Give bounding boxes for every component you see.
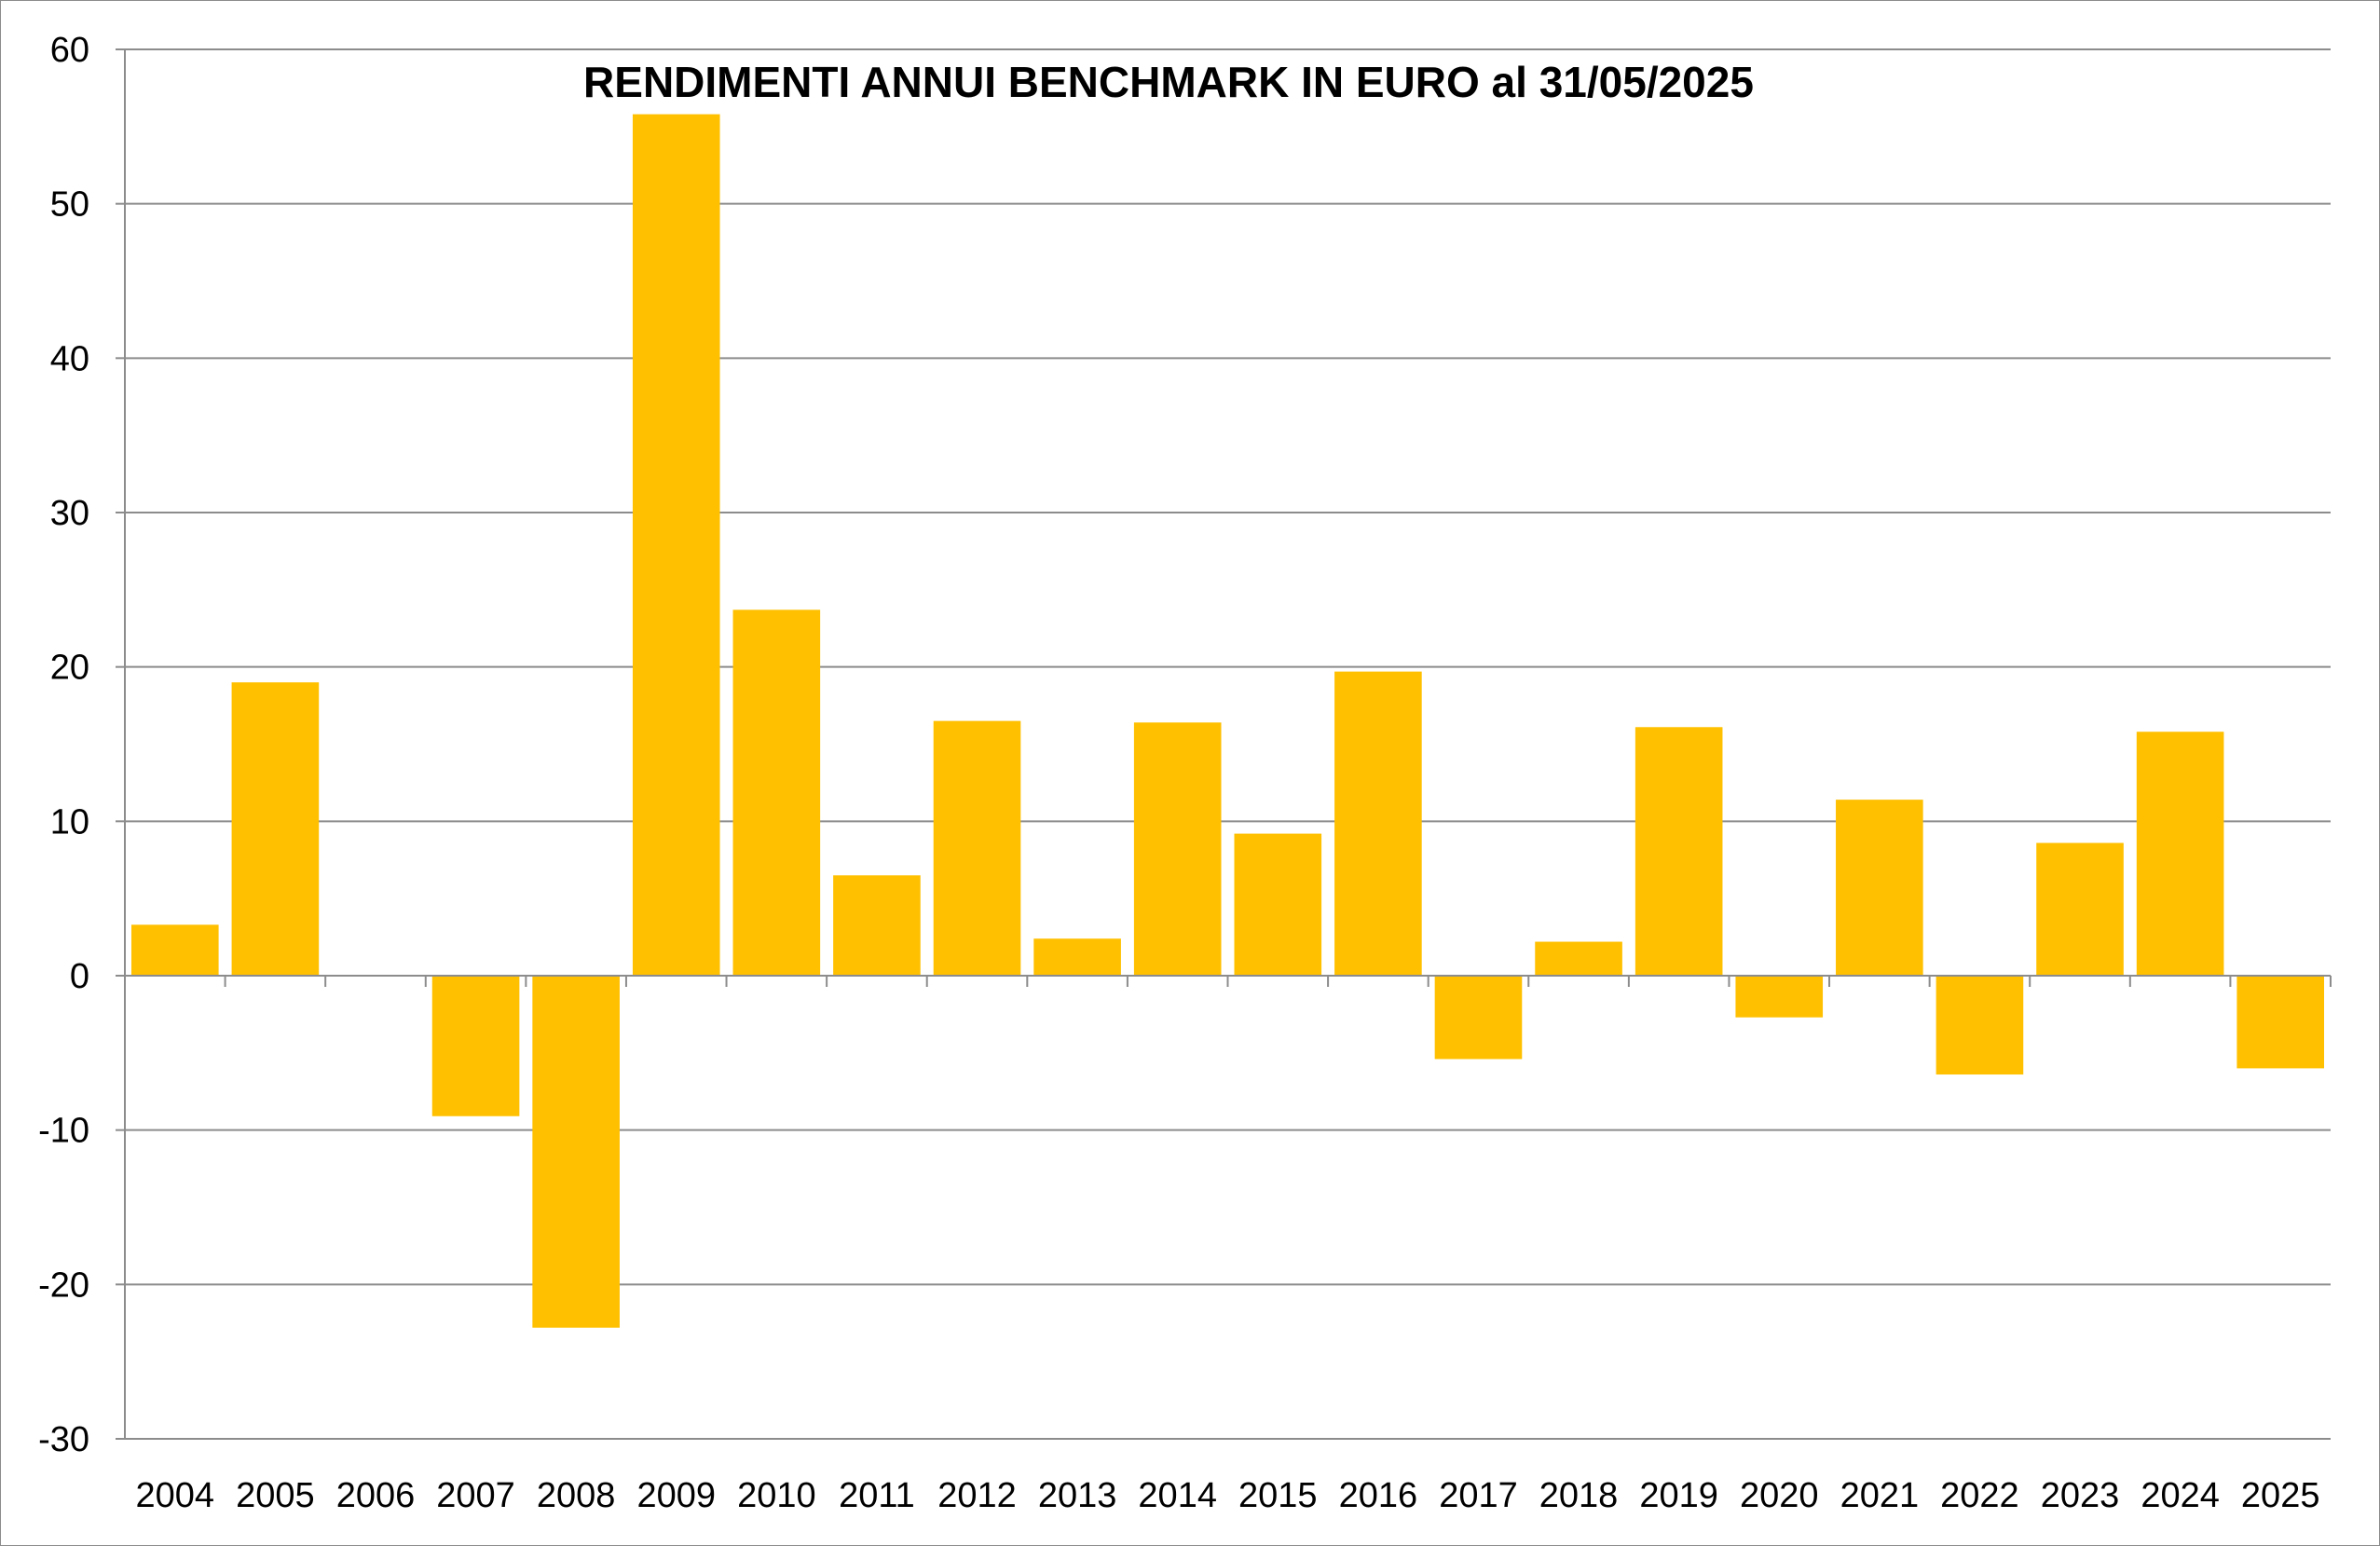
bar-2022	[1935, 976, 2024, 1075]
bar-2010	[732, 609, 821, 976]
y-tick-label: 60	[50, 31, 89, 70]
bar-2004	[130, 924, 219, 976]
x-tick-label: 2010	[737, 1476, 816, 1515]
bar-2025	[2236, 976, 2325, 1069]
chart-title: RENDIMENTI ANNUI BENCHMARK IN EURO al 31…	[583, 58, 1754, 106]
bar-2009	[632, 114, 720, 976]
x-tick-label: 2023	[2041, 1476, 2120, 1515]
y-tick-label: -30	[38, 1420, 89, 1459]
x-tick-label: 2025	[2241, 1476, 2320, 1515]
x-tick-label: 2015	[1238, 1476, 1318, 1515]
x-tick-label: 2007	[436, 1476, 515, 1515]
x-tick-label: 2018	[1539, 1476, 1619, 1515]
y-tick-label: 10	[50, 802, 89, 841]
bar-2024	[2136, 732, 2224, 976]
x-tick-label: 2020	[1740, 1476, 1819, 1515]
bars	[130, 114, 2325, 1328]
bar-2014	[1133, 722, 1222, 976]
x-tick-label: 2005	[236, 1476, 315, 1515]
x-tick-label: 2019	[1639, 1476, 1718, 1515]
bar-2013	[1033, 938, 1121, 976]
x-tick-label: 2024	[2141, 1476, 2220, 1515]
bar-2019	[1635, 727, 1723, 976]
x-tick-label: 2021	[1840, 1476, 1920, 1515]
bar-2008	[532, 976, 620, 1328]
y-tick-label: 40	[50, 339, 89, 378]
bar-2023	[2036, 842, 2124, 976]
bar-2015	[1234, 833, 1322, 976]
bar-2018	[1535, 941, 1622, 976]
y-tick-label: -20	[38, 1266, 89, 1305]
y-tick-label: 30	[50, 494, 89, 533]
bar-2020	[1735, 976, 1824, 1018]
x-tick-label: 2014	[1138, 1476, 1217, 1515]
bar-2005	[231, 682, 320, 976]
bar-2016	[1334, 671, 1422, 976]
x-tick-label: 2006	[336, 1476, 416, 1515]
bar-2011	[833, 875, 921, 976]
gridlines	[125, 48, 2331, 1440]
x-tick-label: 2022	[1940, 1476, 2019, 1515]
axes	[116, 48, 2332, 1440]
x-tick-label: 2013	[1038, 1476, 1117, 1515]
y-tick-label: -10	[38, 1112, 89, 1151]
x-tick-label: 2016	[1339, 1476, 1418, 1515]
y-tick-label: 0	[70, 957, 89, 996]
bar-2021	[1836, 800, 1923, 976]
bar-2012	[933, 720, 1021, 976]
bar-2017	[1434, 976, 1523, 1060]
x-tick-label: 2008	[537, 1476, 616, 1515]
x-tick-label: 2004	[136, 1476, 215, 1515]
x-tick-label: 2012	[937, 1476, 1017, 1515]
y-tick-label: 50	[50, 185, 89, 225]
x-tick-label: 2011	[839, 1476, 915, 1515]
y-tick-label: 20	[50, 649, 89, 688]
x-tick-label: 2009	[636, 1476, 716, 1515]
bar-2007	[431, 976, 520, 1116]
x-tick-label: 2017	[1439, 1476, 1518, 1515]
